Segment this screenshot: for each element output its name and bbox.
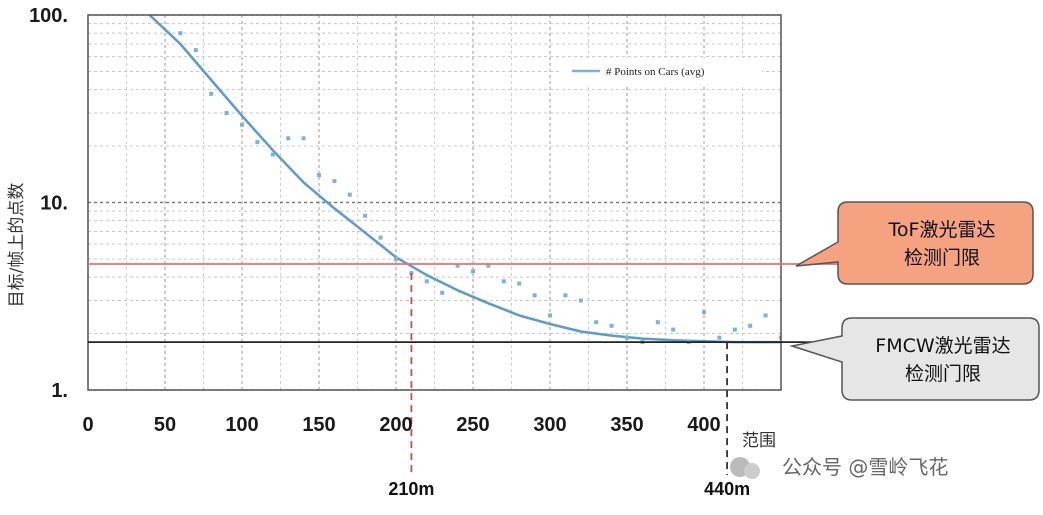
x-tick-label: 250: [456, 414, 489, 436]
x-tick-label: 150: [302, 414, 335, 436]
data-point: [532, 293, 537, 298]
x-tick-label: 50: [154, 414, 176, 436]
data-point: [655, 320, 660, 325]
x-tick-label: 200: [379, 414, 412, 436]
data-point: [347, 192, 352, 197]
fmcw-callout-line2: 检测门限: [905, 363, 981, 385]
data-point: [193, 48, 198, 53]
data-point: [609, 323, 614, 328]
tof-callout-line1: ToF激光雷达: [888, 219, 996, 241]
axis-ticks: 0 50 100 150 200 250 300 350 400 100. 10. 1.: [29, 5, 721, 436]
data-point: [548, 313, 552, 318]
data-point: [594, 320, 599, 325]
data-point: [378, 235, 383, 240]
x-tick-label: 400: [687, 414, 720, 436]
x-tick-label: 0: [82, 414, 93, 436]
data-point: [779, 335, 781, 340]
data-point: [748, 323, 753, 328]
watermark: 公众号 @雪岭飞花: [730, 455, 948, 479]
legend: # Points on Cars (avg): [562, 58, 762, 84]
data-point: [625, 335, 629, 340]
tof-callout-box: [795, 201, 1034, 285]
plot-frame: [87, 14, 782, 391]
marker-label: 210m: [388, 479, 434, 499]
data-point: [702, 310, 706, 315]
data-point: [394, 256, 398, 261]
fmcw-callout-line1: FMCW激光雷达: [875, 335, 1010, 357]
data-point: [317, 173, 321, 178]
x-tick-label: 350: [610, 414, 643, 436]
data-point: [717, 335, 722, 340]
fmcw-callout: FMCW激光雷达 检测门限: [789, 317, 1040, 401]
threshold-lines: [88, 263, 838, 344]
plot-area: [148, 15, 781, 345]
y-tick-label: 1.: [51, 380, 68, 402]
data-point: [255, 140, 260, 145]
tof-callout: ToF激光雷达 检测门限: [795, 201, 1034, 285]
data-point: [224, 111, 229, 115]
data-point: [270, 152, 275, 157]
data-point: [671, 327, 676, 332]
data-point: [763, 313, 768, 318]
data-point: [440, 290, 445, 295]
data-point: [578, 298, 583, 303]
legend-label: # Points on Cars (avg): [606, 66, 705, 78]
data-point: [301, 136, 306, 141]
tof-callout-line2: 检测门限: [904, 247, 980, 269]
y-tick-label: 100.: [29, 5, 68, 27]
data-point: [455, 263, 460, 268]
data-point: [732, 327, 737, 332]
data-point: [486, 263, 491, 268]
watermark-text: 公众号 @雪岭飞花: [782, 455, 948, 479]
data-point: [178, 31, 183, 36]
wechat-icon-bubble: [744, 463, 760, 479]
data-point: [501, 279, 506, 284]
x-tick-label: 100: [225, 414, 258, 436]
x-tick-label: 300: [533, 414, 566, 436]
data-point: [517, 281, 522, 286]
data-point: [286, 136, 291, 141]
data-point: [424, 279, 429, 284]
x-axis-label: 范围: [742, 431, 776, 451]
data-point: [240, 122, 244, 127]
y-axis-label: 目标/帧上的点数: [7, 183, 27, 308]
data-point: [563, 293, 568, 298]
data-point: [471, 269, 475, 274]
distance-markers: 210m 440m: [388, 273, 750, 499]
data-point: [209, 91, 214, 96]
y-tick-label: 10.: [40, 193, 68, 215]
data-point: [332, 179, 337, 184]
fmcw-callout-box: [789, 317, 1040, 401]
marker-label: 440m: [704, 479, 750, 499]
data-point: [409, 271, 414, 276]
data-point: [363, 213, 368, 218]
